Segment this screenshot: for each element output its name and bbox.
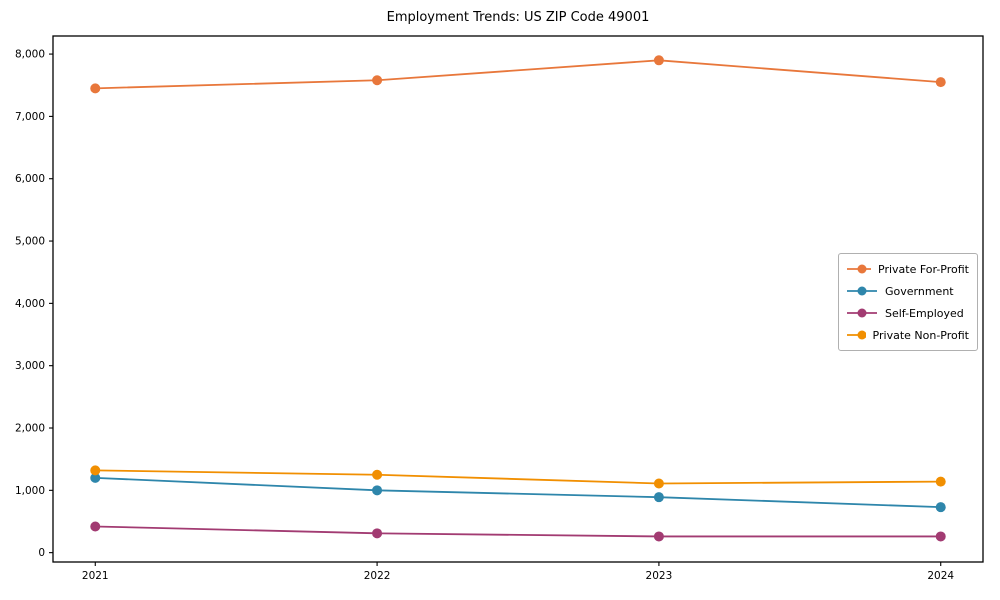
data-point-private-for-profit: [935, 77, 946, 88]
series-line-private-for-profit: [95, 59, 941, 90]
x-tick-label: 2021: [82, 570, 109, 582]
data-point-private-non-profit: [653, 478, 664, 489]
legend: Private For-Profit Government Self-Employe…: [838, 253, 978, 351]
legend-label: Private Non-Profit: [872, 328, 969, 342]
data-point-self-employed: [372, 528, 383, 539]
data-point-self-employed: [935, 531, 946, 542]
data-point-self-employed: [90, 521, 101, 532]
legend-entry-private-non-profit: Private Non-Profit: [846, 326, 969, 344]
y-tick-label: 6,000: [15, 173, 45, 185]
data-point-self-employed: [653, 531, 664, 542]
y-tick-label: 5,000: [15, 236, 45, 248]
legend-entry-government: Government: [846, 282, 969, 300]
y-tick-label: 2,000: [15, 423, 45, 435]
data-point-government: [372, 485, 383, 496]
data-point-government: [935, 502, 946, 513]
y-tick-label: 3,000: [15, 360, 45, 372]
series-line-government: [95, 476, 941, 509]
x-tick-label: 2024: [927, 570, 954, 582]
data-point-private-for-profit: [90, 83, 101, 94]
data-point-government: [653, 492, 664, 503]
data-point-private-non-profit: [90, 465, 101, 476]
y-tick-label: 4,000: [15, 298, 45, 310]
legend-label: Self-Employed: [885, 306, 964, 320]
legend-entry-self-employed: Self-Employed: [846, 304, 969, 322]
series-line-private-non-profit: [95, 469, 941, 485]
chart-title: Employment Trends: US ZIP Code 49001: [386, 10, 650, 25]
y-tick-label: 1,000: [15, 485, 45, 497]
data-point-private-for-profit: [372, 75, 383, 86]
y-tick-label: 8,000: [15, 49, 45, 61]
legend-marker-icon: [847, 308, 877, 318]
y-tick-label: 7,000: [15, 111, 45, 123]
data-point-private-non-profit: [935, 476, 946, 487]
data-point-private-non-profit: [372, 469, 383, 480]
x-tick-label: 2022: [364, 570, 391, 582]
data-point-government: [90, 472, 101, 483]
legend-marker-icon: [847, 264, 871, 274]
data-point-private-for-profit: [653, 55, 664, 66]
plot-border: [52, 35, 984, 563]
legend-label: Private For-Profit: [878, 262, 969, 276]
x-tick-label: 2023: [646, 570, 673, 582]
legend-marker-icon: [847, 330, 866, 340]
y-tick-label: 0: [38, 547, 45, 559]
legend-label: Government: [885, 284, 954, 298]
legend-marker-icon: [847, 286, 877, 296]
series-line-self-employed: [95, 525, 941, 538]
legend-entry-private-for-profit: Private For-Profit: [846, 260, 969, 278]
